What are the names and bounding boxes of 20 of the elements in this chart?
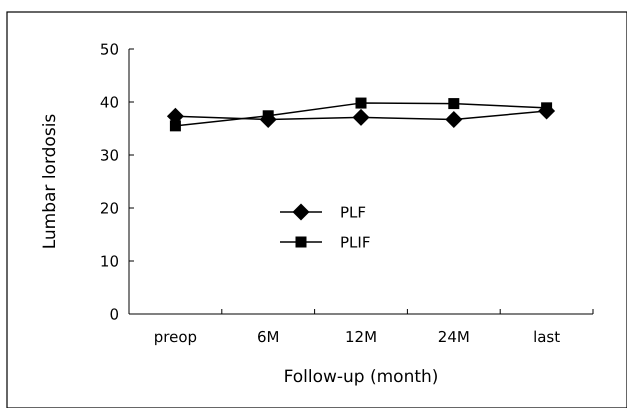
x-tick-label: preop — [154, 328, 198, 346]
y-tick-label: 30 — [100, 146, 119, 164]
y-tick-label: 0 — [109, 305, 119, 324]
x-tick-label: 6M — [256, 328, 280, 346]
y-tick-label: 40 — [100, 93, 119, 112]
x-tick-label: 12M — [344, 328, 378, 346]
point — [352, 108, 370, 126]
y-tick-label: 20 — [100, 199, 119, 218]
point — [356, 98, 366, 109]
x-axis-title: Follow-up (month) — [284, 367, 438, 387]
y-tick-label: 10 — [100, 252, 119, 270]
x-tick-label: 24M — [438, 328, 470, 346]
y-tick-label: 50 — [100, 40, 119, 58]
x-tick-label: last — [533, 328, 560, 346]
y-axis-title: Lumbar lordosis — [40, 114, 60, 250]
point — [170, 120, 181, 132]
point — [448, 98, 460, 110]
point — [445, 110, 462, 128]
legend-label: PLF — [340, 203, 366, 222]
legend-label: PLIF — [340, 233, 370, 252]
